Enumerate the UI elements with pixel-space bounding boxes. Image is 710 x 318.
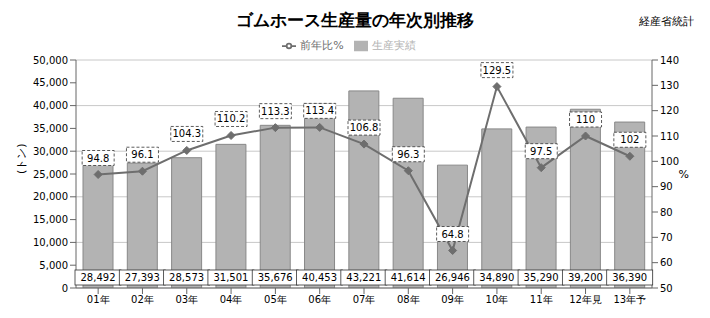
svg-text:01年: 01年: [87, 294, 110, 305]
svg-text:35,000: 35,000: [33, 123, 68, 134]
svg-text:90: 90: [660, 181, 673, 192]
html-text:経産省統計: 経産省統計: [639, 15, 694, 28]
svg-text:02年: 02年: [131, 294, 154, 305]
svg-text:0: 0: [62, 283, 68, 294]
svg-text:35,676: 35,676: [258, 272, 293, 283]
svg-text:96.1: 96.1: [131, 149, 153, 160]
svg-text:35,290: 35,290: [524, 272, 559, 283]
svg-text:28,492: 28,492: [81, 272, 116, 283]
svg-text:102: 102: [620, 134, 639, 145]
svg-text:96.3: 96.3: [397, 149, 419, 160]
svg-text:11年: 11年: [530, 294, 553, 305]
svg-text:41,614: 41,614: [391, 272, 426, 283]
svg-text:20,000: 20,000: [33, 191, 68, 202]
svg-text:113.3: 113.3: [261, 106, 290, 117]
svg-text:09年: 09年: [441, 294, 464, 305]
svg-text:40,000: 40,000: [33, 100, 68, 111]
svg-text:5,000: 5,000: [39, 260, 68, 271]
svg-text:120: 120: [660, 105, 679, 116]
svg-text:110: 110: [576, 114, 595, 125]
html-text:生産実績: 生産実績: [371, 39, 416, 52]
svg-text:45,000: 45,000: [33, 77, 68, 88]
svg-text:31,501: 31,501: [213, 272, 248, 283]
svg-text:36,390: 36,390: [612, 272, 647, 283]
svg-text:64.8: 64.8: [441, 229, 463, 240]
svg-text:110.2: 110.2: [217, 113, 246, 124]
svg-text:39,200: 39,200: [568, 272, 603, 283]
svg-text:%: %: [679, 168, 689, 181]
svg-text:50,000: 50,000: [33, 55, 68, 66]
svg-text:106.8: 106.8: [350, 122, 379, 133]
svg-text:13年予: 13年予: [613, 294, 646, 305]
svg-text:140: 140: [660, 55, 679, 66]
svg-text:05年: 05年: [264, 294, 287, 305]
svg-text:15,000: 15,000: [33, 214, 68, 225]
svg-text:129.5: 129.5: [483, 65, 512, 76]
svg-text:28,573: 28,573: [169, 272, 204, 283]
svg-text:30,000: 30,000: [33, 146, 68, 157]
svg-text:100: 100: [660, 156, 679, 167]
svg-text:25,000: 25,000: [33, 169, 68, 180]
svg-text:110: 110: [660, 131, 679, 142]
svg-text:130: 130: [660, 80, 679, 91]
svg-text:27,393: 27,393: [125, 272, 160, 283]
html-text:前年比%: 前年比%: [300, 39, 344, 52]
svg-text:04年: 04年: [220, 294, 243, 305]
svg-text:08年: 08年: [397, 294, 420, 305]
svg-text:113.4: 113.4: [305, 105, 334, 116]
html-text:ゴムホース生産量の年次別推移: ゴムホース生産量の年次別推移: [236, 10, 474, 30]
svg-text:26,946: 26,946: [435, 272, 470, 283]
svg-text:34,890: 34,890: [479, 272, 514, 283]
svg-text:104.3: 104.3: [172, 128, 201, 139]
svg-text:03年: 03年: [175, 294, 198, 305]
svg-text:40,453: 40,453: [302, 272, 337, 283]
svg-text:12年見: 12年見: [569, 294, 602, 305]
svg-text:10,000: 10,000: [33, 237, 68, 248]
svg-text:(トン): (トン): [15, 143, 28, 174]
svg-text:50: 50: [660, 283, 673, 294]
svg-text:10年: 10年: [486, 294, 509, 305]
svg-text:60: 60: [660, 257, 673, 268]
svg-text:06年: 06年: [308, 294, 331, 305]
svg-text:43,221: 43,221: [346, 272, 381, 283]
svg-text:97.5: 97.5: [530, 146, 552, 157]
svg-text:70: 70: [660, 232, 673, 243]
svg-text:07年: 07年: [353, 294, 376, 305]
svg-text:80: 80: [660, 207, 673, 218]
svg-text:94.8: 94.8: [87, 153, 109, 164]
